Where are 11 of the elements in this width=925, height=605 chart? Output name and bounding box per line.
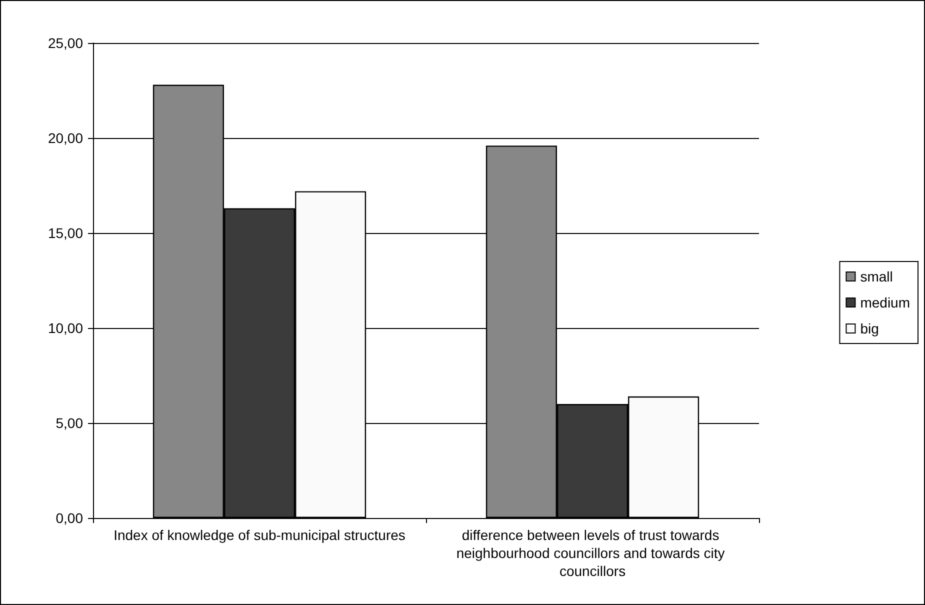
y-tick-label: 15,00 bbox=[48, 225, 84, 241]
y-tick-label: 0,00 bbox=[56, 510, 84, 526]
x-tick-label: difference between levels of trust towards neighbourhood councillors and towards city councillors bbox=[456, 527, 729, 579]
y-tick-label: 10,00 bbox=[48, 320, 84, 336]
legend-label: medium bbox=[860, 294, 910, 310]
legend-label: big bbox=[860, 320, 879, 336]
y-tick-label: 25,00 bbox=[48, 35, 84, 51]
legend-label: small bbox=[860, 268, 893, 284]
y-tick-label: 20,00 bbox=[48, 130, 84, 146]
y-tick-label: 5,00 bbox=[56, 415, 84, 431]
x-tick-label: Index of knowledge of sub-municipal structures bbox=[114, 527, 406, 543]
